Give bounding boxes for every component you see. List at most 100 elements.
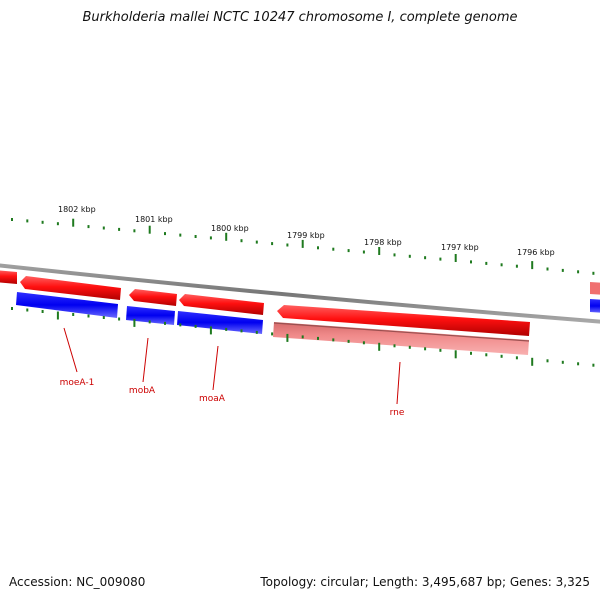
minor-tick bbox=[592, 271, 595, 275]
minor-tick bbox=[56, 222, 59, 226]
minor-tick bbox=[424, 347, 427, 351]
leader-rne bbox=[396, 361, 401, 405]
major-tick bbox=[378, 247, 381, 255]
major-tick bbox=[378, 342, 381, 351]
outer-tick-ring bbox=[11, 218, 595, 275]
minor-tick bbox=[271, 332, 274, 336]
minor-tick bbox=[271, 242, 274, 246]
gene-label-mobA: mobA bbox=[129, 386, 156, 396]
minor-tick bbox=[179, 233, 182, 237]
gene-forward-rne bbox=[277, 305, 530, 336]
minor-tick bbox=[133, 229, 136, 233]
major-tick bbox=[531, 357, 534, 366]
minor-tick bbox=[485, 353, 488, 357]
minor-tick bbox=[102, 316, 105, 319]
minor-tick bbox=[225, 327, 228, 331]
gene-forward-right-edge bbox=[590, 282, 600, 295]
scale-label: 1798 kbp bbox=[364, 238, 402, 247]
major-tick bbox=[148, 225, 151, 234]
gene-reverse-moaA bbox=[177, 311, 263, 334]
minor-tick bbox=[592, 363, 595, 367]
minor-tick bbox=[255, 330, 258, 334]
gene-label-moaA: moaA bbox=[199, 394, 226, 404]
gene-reverse-right-edge bbox=[590, 299, 600, 313]
feature-rne-inner bbox=[273, 322, 529, 355]
minor-tick bbox=[194, 235, 197, 238]
minor-tick bbox=[87, 225, 90, 229]
minor-tick bbox=[347, 339, 350, 343]
gene-label-rne: rne bbox=[390, 408, 405, 418]
minor-tick bbox=[362, 341, 365, 345]
major-tick bbox=[454, 350, 457, 359]
minor-tick bbox=[102, 226, 105, 230]
major-tick bbox=[225, 232, 228, 241]
minor-tick bbox=[41, 310, 44, 313]
gene-labels: moeA-1 mobA moaA rne bbox=[60, 378, 405, 418]
major-tick bbox=[454, 254, 457, 262]
minor-tick bbox=[164, 321, 166, 325]
minor-tick bbox=[240, 329, 243, 333]
minor-tick bbox=[546, 359, 549, 363]
gene-label-leaders bbox=[63, 327, 401, 405]
minor-tick bbox=[87, 314, 90, 318]
minor-tick bbox=[301, 335, 304, 339]
minor-tick bbox=[439, 257, 442, 261]
minor-tick bbox=[332, 247, 335, 251]
minor-tick bbox=[470, 260, 472, 264]
minor-tick bbox=[470, 351, 472, 355]
gene-reverse-moeA-1 bbox=[16, 292, 118, 318]
major-tick bbox=[209, 326, 212, 335]
minor-tick bbox=[26, 219, 29, 223]
feature-rne-inner-edge bbox=[273, 322, 530, 342]
gene-reverse-mobA bbox=[126, 306, 175, 325]
minor-tick bbox=[240, 239, 243, 243]
minor-tick bbox=[393, 344, 396, 348]
gene-forward-left-edge bbox=[0, 270, 17, 284]
major-tick bbox=[286, 333, 289, 342]
gene-forward-moaA-region bbox=[179, 294, 264, 315]
minor-tick bbox=[500, 263, 503, 267]
minor-tick bbox=[546, 267, 549, 271]
scale-label: 1799 kbp bbox=[287, 231, 325, 240]
minor-tick bbox=[332, 338, 335, 342]
major-tick bbox=[133, 318, 136, 327]
scale-label: 1802 kbp bbox=[58, 205, 96, 214]
gene-label-moeA-1: moeA-1 bbox=[60, 378, 95, 388]
minor-tick bbox=[118, 317, 121, 321]
minor-tick bbox=[561, 360, 564, 364]
gene-forward-moeA-region bbox=[20, 276, 121, 300]
genome-backbone bbox=[0, 263, 600, 324]
topology-summary: Topology: circular; Length: 3,495,687 bp… bbox=[260, 575, 590, 589]
minor-tick bbox=[164, 232, 166, 236]
minor-tick bbox=[255, 240, 258, 244]
scale-label: 1797 kbp bbox=[441, 243, 479, 252]
minor-tick bbox=[439, 348, 442, 352]
minor-tick bbox=[362, 250, 365, 254]
minor-tick bbox=[26, 308, 29, 312]
scale-label: 1801 kbp bbox=[135, 215, 173, 224]
minor-tick bbox=[317, 336, 319, 340]
minor-tick bbox=[209, 236, 212, 240]
minor-tick bbox=[424, 256, 427, 260]
minor-tick bbox=[41, 220, 44, 224]
accession-text: Accession: NC_009080 bbox=[9, 575, 146, 589]
inner-tick-ring bbox=[11, 307, 595, 367]
scale-label: 1800 kbp bbox=[211, 224, 249, 233]
minor-tick bbox=[561, 268, 564, 272]
minor-tick bbox=[408, 345, 411, 349]
minor-tick bbox=[577, 270, 580, 274]
minor-tick bbox=[408, 254, 411, 258]
scale-labels: 1802 kbp 1801 kbp 1800 kbp 1799 kbp 1798… bbox=[58, 205, 555, 257]
minor-tick bbox=[194, 324, 197, 328]
minor-tick bbox=[577, 362, 580, 366]
minor-tick bbox=[148, 320, 151, 324]
minor-tick bbox=[179, 323, 182, 327]
minor-tick bbox=[347, 249, 350, 253]
minor-tick bbox=[515, 264, 518, 268]
leader-mobA bbox=[142, 337, 149, 383]
gene-forward-mobA-region bbox=[129, 289, 177, 306]
leader-moeA-1 bbox=[63, 327, 78, 373]
map-title: Burkholderia mallei NCTC 10247 chromosom… bbox=[82, 10, 518, 25]
minor-tick bbox=[515, 356, 518, 360]
